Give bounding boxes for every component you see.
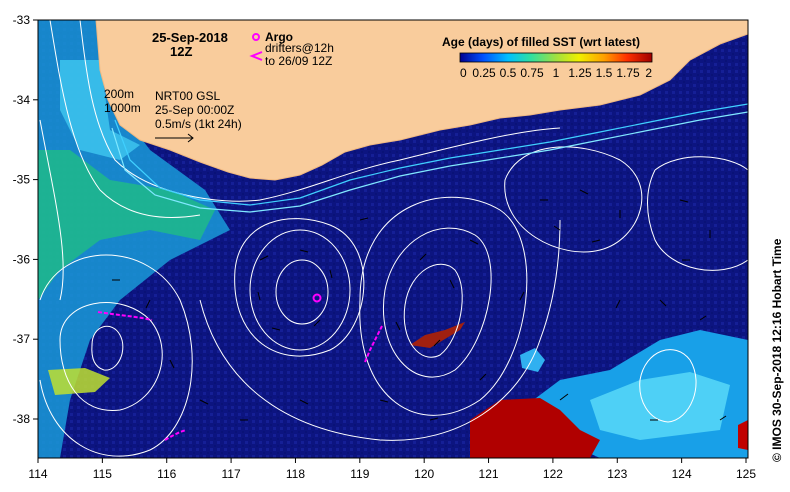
lon-tick-label: 122: [543, 467, 563, 481]
lat-tick-label: -38: [13, 412, 31, 426]
argo-legend-icon: [252, 33, 260, 41]
drifter-legend-icon: [249, 51, 263, 61]
colorbar-title: Age (days) of filled SST (wrt latest): [442, 35, 640, 49]
lon-tick-label: 119: [350, 467, 369, 481]
sst-patch-se-light: [590, 372, 730, 440]
contour-eddy-inner: [275, 259, 329, 325]
sst-patch-se-red2: [738, 420, 748, 450]
lat-tick-label: -36: [13, 252, 31, 266]
current-datetime: 25-Sep 00:00Z: [155, 103, 234, 117]
contour-shelf-a: [49, 20, 201, 218]
drifter-legend-until: to 26/09 12Z: [265, 54, 332, 68]
lat-tick-label: -37: [13, 332, 31, 346]
contour-shelf-b: [79, 20, 561, 202]
credit-text: © IMOS 30-Sep-2018 12:16 Hobart Time: [770, 238, 784, 462]
drifter-tracks: [97, 311, 383, 441]
colorbar: [459, 52, 653, 63]
colorbar-ticks: 0 0.25 0.5 0.75 1 1.25 1.5 1.75 2: [460, 66, 652, 80]
contour-eddy-outer: [234, 218, 365, 357]
contour-sw-big: [39, 254, 193, 457]
argo-float-marker: [312, 293, 322, 303]
colorbar-tick-label: 1.75: [616, 66, 640, 80]
colorbar-tick-label: 0.75: [520, 66, 544, 80]
longitude-axis: 114 115 116 117 118 119 120 121 122 123 124 125: [28, 458, 756, 481]
contour-anticyclone-outer: [359, 196, 528, 416]
drifter-track-c: [164, 429, 187, 441]
drifter-legend-label: drifters@12h: [265, 41, 334, 55]
colorbar-tick-label: 0: [460, 66, 467, 80]
lon-tick-label: 118: [286, 467, 305, 481]
sst-patch-west-yellow: [48, 368, 110, 395]
drifter-track-b: [97, 311, 153, 321]
lon-tick-label: 114: [28, 467, 47, 481]
sst-patch-se-red: [470, 398, 600, 458]
contour-east-loop2: [647, 156, 748, 271]
isobath-1000m-label: 1000m: [104, 101, 141, 115]
isobath-1000m: [111, 111, 748, 213]
lon-tick-label: 121: [479, 467, 499, 481]
colorbar-tick-label: 1.5: [596, 66, 613, 80]
sst-patch-mid-red: [410, 322, 465, 348]
contour-southern-band: [199, 219, 561, 441]
colorbar-tick-label: 1: [553, 66, 560, 80]
sst-patch-mid-cyan: [520, 348, 545, 372]
colorbar-tick-label: 0.25: [472, 66, 496, 80]
map-date: 25-Sep-2018: [152, 30, 228, 45]
lon-tick-label: 125: [736, 467, 756, 481]
latitude-axis: -33 -34 -35 -36 -37 -38: [13, 13, 38, 426]
isobath-200m-label: 200m: [104, 87, 134, 101]
contour-sw-loop-inner: [91, 325, 124, 371]
contour-eddy-mid: [249, 229, 351, 351]
current-scale-arrow: [155, 133, 194, 143]
colorbar-tick-label: 0.5: [500, 66, 517, 80]
lat-tick-label: -35: [13, 173, 31, 187]
lon-tick-label: 115: [93, 467, 112, 481]
current-vectors: [112, 189, 727, 421]
lat-tick-label: -34: [13, 93, 31, 107]
lon-tick-label: 116: [157, 467, 176, 481]
lat-tick-label: -33: [13, 13, 31, 27]
lon-tick-label: 120: [414, 467, 434, 481]
sst-patch-west-green: [38, 150, 215, 300]
drifter-track-a: [364, 325, 383, 363]
lon-tick-label: 123: [607, 467, 627, 481]
colorbar-tick-label: 2: [645, 66, 652, 80]
contour-anticyclone-inner: [403, 263, 463, 358]
lon-tick-label: 117: [222, 467, 241, 481]
contour-sw-loop: [59, 302, 163, 411]
plot-frame: [37, 19, 749, 459]
contour-west-edge: [39, 119, 64, 301]
contour-se-loop: [639, 349, 697, 423]
contour-east-loop: [504, 146, 643, 253]
colorbar-tick-label: 1.25: [568, 66, 592, 80]
isobath-200m: [114, 103, 748, 206]
current-scale: 0.5m/s (1kt 24h): [155, 117, 242, 131]
contour-anticyclone-mid: [383, 227, 492, 378]
argo-legend-label: Argo: [265, 30, 293, 44]
lon-tick-label: 124: [672, 467, 692, 481]
map-time: 12Z: [170, 44, 192, 59]
current-product: NRT00 GSL: [155, 89, 220, 103]
